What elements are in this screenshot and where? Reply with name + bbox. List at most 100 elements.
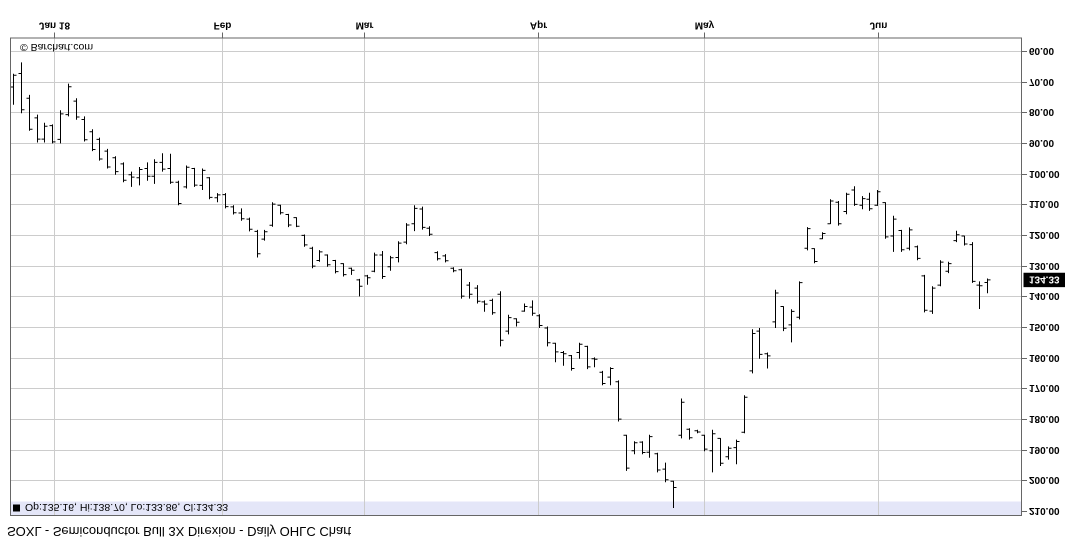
ohlc-bar — [89, 129, 96, 152]
ohlc-bar — [906, 227, 913, 251]
ohlc-bar — [544, 326, 551, 347]
ohlc-bar — [34, 114, 41, 143]
ohlc-bar — [183, 165, 190, 189]
x-axis-label: Jun — [870, 20, 888, 31]
y-axis-label: 110.00 — [1029, 198, 1059, 209]
ohlc-bar — [222, 193, 229, 209]
ohlc-bar — [866, 192, 873, 211]
ohlc-bar — [159, 153, 166, 172]
ohlc-bar — [136, 167, 143, 186]
ohlc-bar — [898, 229, 905, 252]
ohlc-bar — [599, 370, 606, 386]
ohlc-bar — [175, 180, 182, 206]
ohlc-bar — [811, 248, 818, 264]
ohlc-bar — [859, 196, 866, 210]
ohlc-bar — [18, 62, 25, 114]
ohlc-bar — [788, 309, 795, 343]
ohlc-bar — [607, 367, 614, 386]
y-axis-label: 170.00 — [1029, 382, 1060, 393]
ohlc-bar — [144, 162, 151, 181]
ohlc-bar — [379, 251, 386, 279]
ohlc-bar — [419, 206, 426, 230]
ohlc-bar — [976, 281, 983, 309]
price-bars — [10, 62, 991, 508]
ohlc-bar — [230, 205, 237, 215]
ohlc-bar — [937, 260, 944, 287]
quote-marker-icon — [13, 504, 20, 512]
y-axis-label: 140.00 — [1029, 290, 1060, 301]
ohlc-bar — [741, 395, 748, 434]
ohlc-bar — [41, 122, 48, 143]
y-axis-label: 130.00 — [1029, 260, 1060, 271]
y-axis-label: 60.00 — [1029, 45, 1054, 56]
ohlc-bar — [26, 94, 33, 131]
ohlc-bar — [191, 167, 198, 187]
ohlc-bar — [120, 162, 127, 183]
ohlc-bar — [843, 192, 850, 215]
ohlc-bar — [426, 226, 433, 236]
ohlc-bar — [945, 261, 952, 274]
ohlc-bar — [678, 398, 685, 439]
x-axis-label: Feb — [214, 20, 232, 31]
ohlc-bar — [167, 153, 174, 184]
ohlc-bar — [332, 259, 339, 274]
x-axis-label: Mar — [356, 20, 374, 31]
ohlc-bar — [81, 116, 88, 142]
x-axis-label: May — [695, 20, 715, 31]
plot-border — [10, 37, 1022, 516]
ohlc-bar — [835, 201, 842, 226]
ohlc-bar — [214, 193, 221, 203]
ohlc-bar — [827, 199, 834, 225]
ohlc-bar — [371, 252, 378, 273]
ohlc-bar — [576, 342, 583, 359]
watermark-text: © Barchart.com — [20, 41, 93, 53]
ohlc-bar — [772, 289, 779, 328]
ohlc-bar — [733, 439, 740, 465]
ohlc-bar — [568, 355, 575, 371]
ohlc-bar — [403, 223, 410, 245]
y-axis-label: 200.00 — [1029, 474, 1060, 485]
ohlc-bar — [662, 462, 669, 483]
ohlc-bar — [851, 186, 858, 206]
ohlc-bar — [151, 159, 158, 184]
ohlc-bar — [65, 83, 72, 117]
ohlc-bar — [536, 314, 543, 328]
ohlc-bar — [254, 229, 261, 258]
ohlc-bar — [882, 202, 889, 239]
ohlc-bar — [654, 452, 661, 473]
ohlc-bar — [261, 229, 268, 241]
ohlc-bar — [238, 208, 245, 221]
ohlc-bar — [623, 434, 630, 471]
ohlc-bar — [929, 286, 936, 314]
y-axis-label: 190.00 — [1029, 444, 1060, 455]
ohlc-bar — [686, 428, 693, 440]
ohlc-bar — [914, 245, 921, 261]
ohlc-bar — [348, 267, 355, 275]
ohlc-bar — [269, 202, 276, 227]
ohlc-bar — [293, 217, 300, 228]
ohlc-bar — [324, 254, 331, 267]
x-axis-label: Jan 18 — [39, 20, 71, 31]
y-axis-label: 160.00 — [1029, 352, 1060, 363]
ohlc-bar — [364, 274, 371, 285]
ohlc-bar — [497, 291, 504, 347]
y-axis-label: 90.00 — [1029, 137, 1054, 148]
ohlc-bar — [749, 329, 756, 374]
ohlc-bar — [984, 278, 991, 294]
ohlc-bar — [819, 232, 826, 240]
ohlc-bar — [481, 300, 488, 312]
y-axis-label: 70.00 — [1029, 76, 1054, 87]
ohlc-bar — [804, 227, 811, 251]
ohlc-bar — [489, 298, 496, 315]
ohlc-bar — [591, 357, 598, 368]
ohlc-bar — [466, 282, 473, 299]
ohlc-bar — [717, 437, 724, 466]
ohlc-bar — [709, 429, 716, 473]
ohlc-bar — [442, 254, 449, 263]
ohlc-bar — [458, 268, 465, 299]
ohlc-bar — [49, 124, 56, 144]
highlight-price-box — [1023, 272, 1065, 288]
ohlc-bar — [10, 73, 17, 105]
ohlc-bar — [953, 230, 960, 243]
ohlc-bar — [639, 441, 646, 455]
